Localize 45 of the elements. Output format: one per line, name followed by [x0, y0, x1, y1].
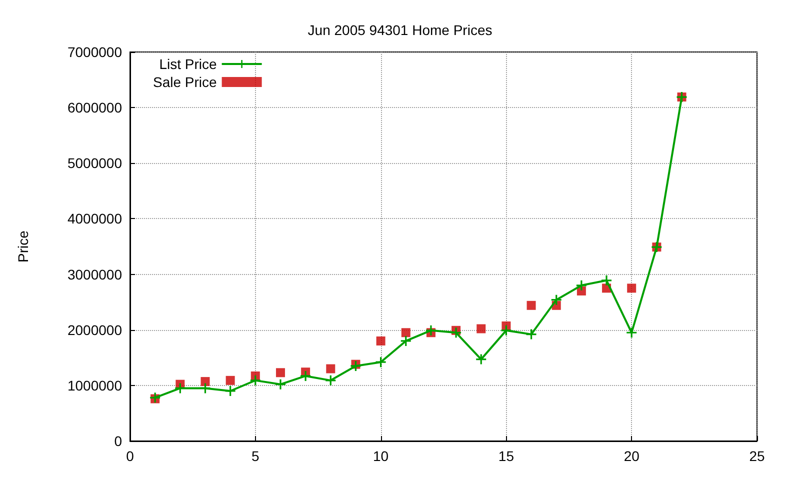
point: [426, 325, 436, 336]
point: [200, 383, 210, 394]
point: [250, 375, 260, 386]
point: [226, 376, 235, 385]
y-tick-label: 1000000: [67, 377, 122, 394]
point: [376, 357, 386, 368]
point: [576, 280, 586, 290]
y-tick-label: 2000000: [67, 322, 122, 338]
chart-title: Jun 2005 94301 Home Prices: [308, 22, 492, 38]
y-tick-label: 0: [114, 433, 122, 449]
y-tick-label: 7000000: [67, 44, 122, 60]
point: [626, 328, 637, 338]
x-tick-label: 25: [749, 448, 765, 464]
point: [175, 383, 186, 394]
point: [400, 336, 411, 346]
point: [326, 375, 336, 386]
point: [275, 379, 286, 390]
point: [276, 368, 285, 378]
y-tick-label: 6000000: [67, 100, 122, 116]
point: [225, 386, 236, 396]
point: [627, 284, 636, 293]
point: [476, 354, 486, 364]
y-axis-title: Price: [15, 230, 31, 262]
point: [300, 370, 311, 381]
y-tick-label: 5000000: [67, 155, 122, 172]
x-tick-label: 5: [252, 448, 260, 464]
y-tick-label: 4000000: [67, 210, 122, 227]
point: [401, 328, 410, 338]
x-tick-label: 15: [498, 448, 514, 464]
point: [476, 324, 486, 334]
point: [526, 300, 536, 310]
point: [200, 377, 210, 386]
point: [501, 325, 512, 336]
x-tick-label: 20: [624, 448, 640, 464]
x-tick-label: 10: [373, 448, 389, 464]
point: [376, 336, 386, 346]
point: [451, 328, 462, 338]
point: [526, 329, 536, 340]
point: [551, 294, 562, 305]
point: [326, 364, 336, 374]
y-tick-label: 3000000: [67, 266, 122, 282]
legend-label: List Price: [159, 56, 218, 72]
point: [602, 275, 612, 286]
legend-label: Sale Price: [152, 74, 218, 90]
x-tick-label: 0: [126, 448, 134, 464]
